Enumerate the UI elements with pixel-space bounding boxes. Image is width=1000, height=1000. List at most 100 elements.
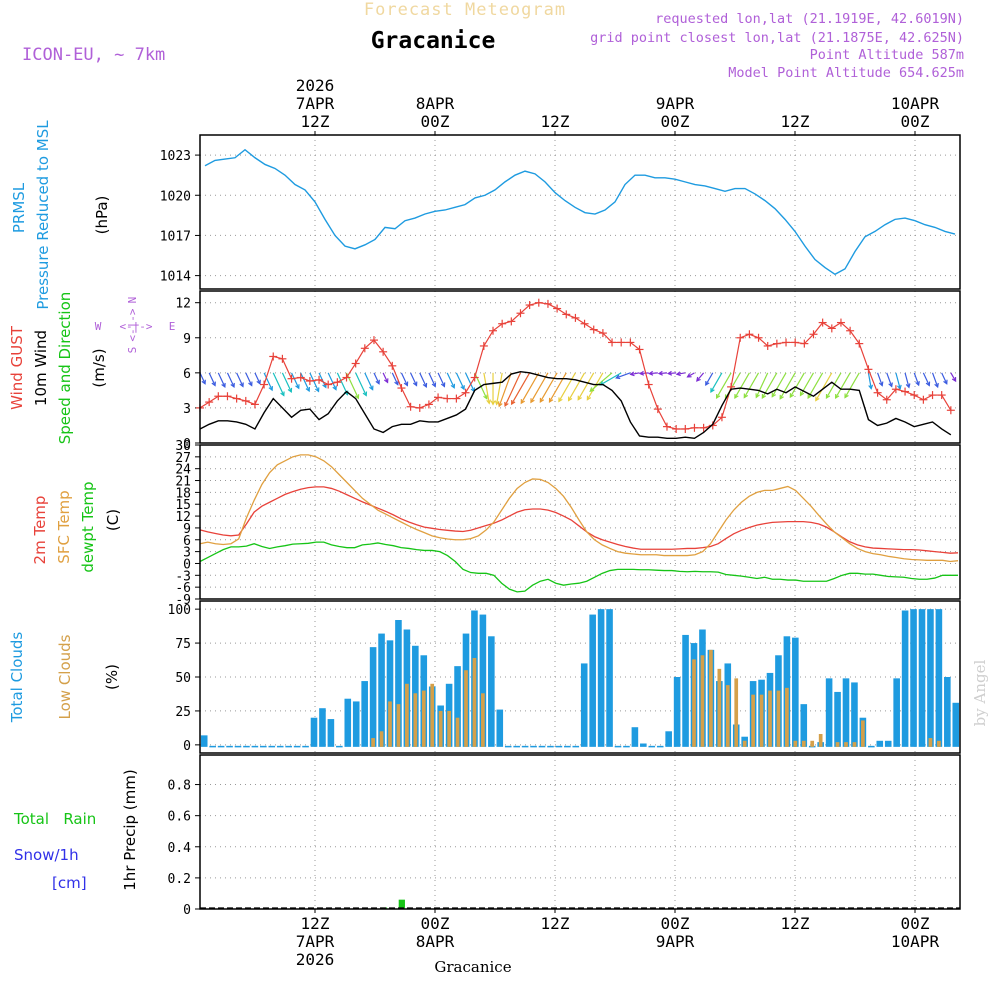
time-label-bottom: 00Z	[421, 914, 450, 933]
wind-arrow	[309, 372, 320, 393]
bar-low-cloud	[388, 701, 392, 747]
wind-arrow	[755, 372, 769, 399]
bar-total-cloud	[640, 743, 647, 747]
gust-marker	[269, 352, 278, 361]
bar-low-cloud	[751, 694, 755, 747]
gust-marker	[608, 338, 617, 347]
gust-marker	[241, 396, 250, 405]
wind-arrow	[428, 372, 437, 388]
gust-marker	[333, 378, 342, 387]
wind-arrow	[577, 372, 595, 401]
gust-marker	[681, 424, 690, 433]
gust-marker	[919, 395, 928, 404]
gust-marker	[763, 341, 772, 350]
wind-arrow	[950, 372, 957, 383]
gust-marker	[754, 333, 763, 342]
gust-marker	[498, 319, 507, 328]
gust-marker	[937, 391, 946, 400]
bar-total-cloud	[538, 745, 546, 748]
wind-arrow	[520, 372, 540, 405]
bar-low-cloud	[692, 659, 696, 747]
bar-total-cloud	[918, 609, 926, 747]
bar-total-cloud	[251, 745, 259, 748]
gust-marker	[260, 380, 269, 389]
time-label-bottom: 00Z	[661, 914, 690, 933]
bar-low-cloud	[793, 740, 798, 747]
wind-arrow	[734, 372, 750, 400]
bar-total-cloud	[910, 609, 917, 747]
ytick-label: 0.8	[168, 779, 191, 794]
ytick-label: 0	[183, 739, 191, 754]
gust-marker	[800, 339, 809, 348]
gust-marker	[864, 365, 873, 374]
bar-total-cloud	[344, 698, 352, 747]
bar-total-cloud	[884, 740, 892, 747]
bar-low-cloud	[430, 683, 435, 747]
wind-arrow	[548, 372, 567, 403]
requested-coords: requested lon,lat (21.1919E, 42.6019N)	[655, 11, 964, 27]
wind-arrow	[254, 372, 261, 385]
wind-arrow	[437, 372, 446, 388]
bar-total-cloud	[547, 745, 554, 748]
compass-w: W	[95, 320, 102, 333]
bar-low-cloud	[835, 742, 840, 747]
wind-arrow	[779, 372, 796, 400]
gust-marker	[598, 329, 607, 338]
series-sfc-temp	[199, 454, 959, 563]
bar-total-cloud	[361, 681, 368, 747]
gust-marker	[580, 319, 589, 328]
bar-low-cloud	[700, 655, 705, 747]
bar-total-cloud	[302, 745, 309, 748]
wind-arrow	[904, 372, 911, 389]
bar-low-cloud	[742, 740, 747, 747]
p1-label-prmsl: PRMSL	[10, 182, 28, 233]
gust-marker	[250, 400, 259, 409]
gust-marker	[223, 392, 232, 401]
gust-marker	[782, 338, 791, 347]
bar-low-cloud	[768, 690, 772, 747]
gust-marker	[846, 326, 855, 335]
point-altitude: Point Altitude 587m	[810, 47, 964, 63]
gust-marker	[452, 394, 461, 403]
gust-marker	[507, 317, 516, 326]
gust-marker	[315, 375, 324, 384]
ytick-label: 100	[168, 603, 191, 618]
ytick-label: 9	[183, 522, 191, 537]
wind-arrow	[675, 371, 686, 377]
panels: 1014101710201023036912-9-6-3036912151821…	[160, 134, 961, 918]
series-prmsl	[204, 148, 956, 276]
p3-label-2m: 2m Temp	[31, 496, 49, 565]
bar-low-cloud	[405, 683, 409, 747]
bar-low-cloud	[464, 670, 468, 747]
gust-marker	[479, 341, 488, 350]
wind-arrow	[226, 372, 235, 389]
bar-total-cloud	[327, 719, 335, 747]
time-label-top: 12Z	[781, 112, 810, 131]
bar-low-cloud	[413, 693, 418, 747]
gust-marker	[489, 326, 498, 335]
gust-marker	[369, 336, 378, 345]
wind-arrow	[373, 372, 380, 385]
ytick-label: -3	[175, 569, 191, 584]
wind-arrow	[771, 372, 787, 398]
model-altitude: Model Point Altitude 654.625m	[728, 65, 964, 81]
bar-total-cloud	[825, 678, 833, 747]
wind-arrow	[497, 372, 512, 408]
wind-arrow	[464, 372, 476, 393]
wind-arrow	[364, 372, 374, 391]
wind-arrow	[483, 372, 492, 405]
wind-arrow	[844, 372, 860, 399]
time-label-top: 7APR	[296, 94, 335, 113]
p2-label-speed-dir: Speed and Direction	[56, 292, 74, 445]
p5-label-cm: [cm]	[52, 874, 87, 892]
bar-total-cloud	[369, 647, 377, 747]
wind-arrow	[217, 372, 226, 389]
bar-total-cloud	[555, 745, 563, 748]
time-label-bottom: 2026	[296, 950, 335, 969]
time-label-top: 00Z	[661, 112, 690, 131]
bar-total-cloud	[285, 745, 292, 748]
bar-low-cloud	[438, 710, 443, 747]
bar-low-cloud	[472, 658, 477, 747]
wind-arrow	[281, 372, 293, 394]
